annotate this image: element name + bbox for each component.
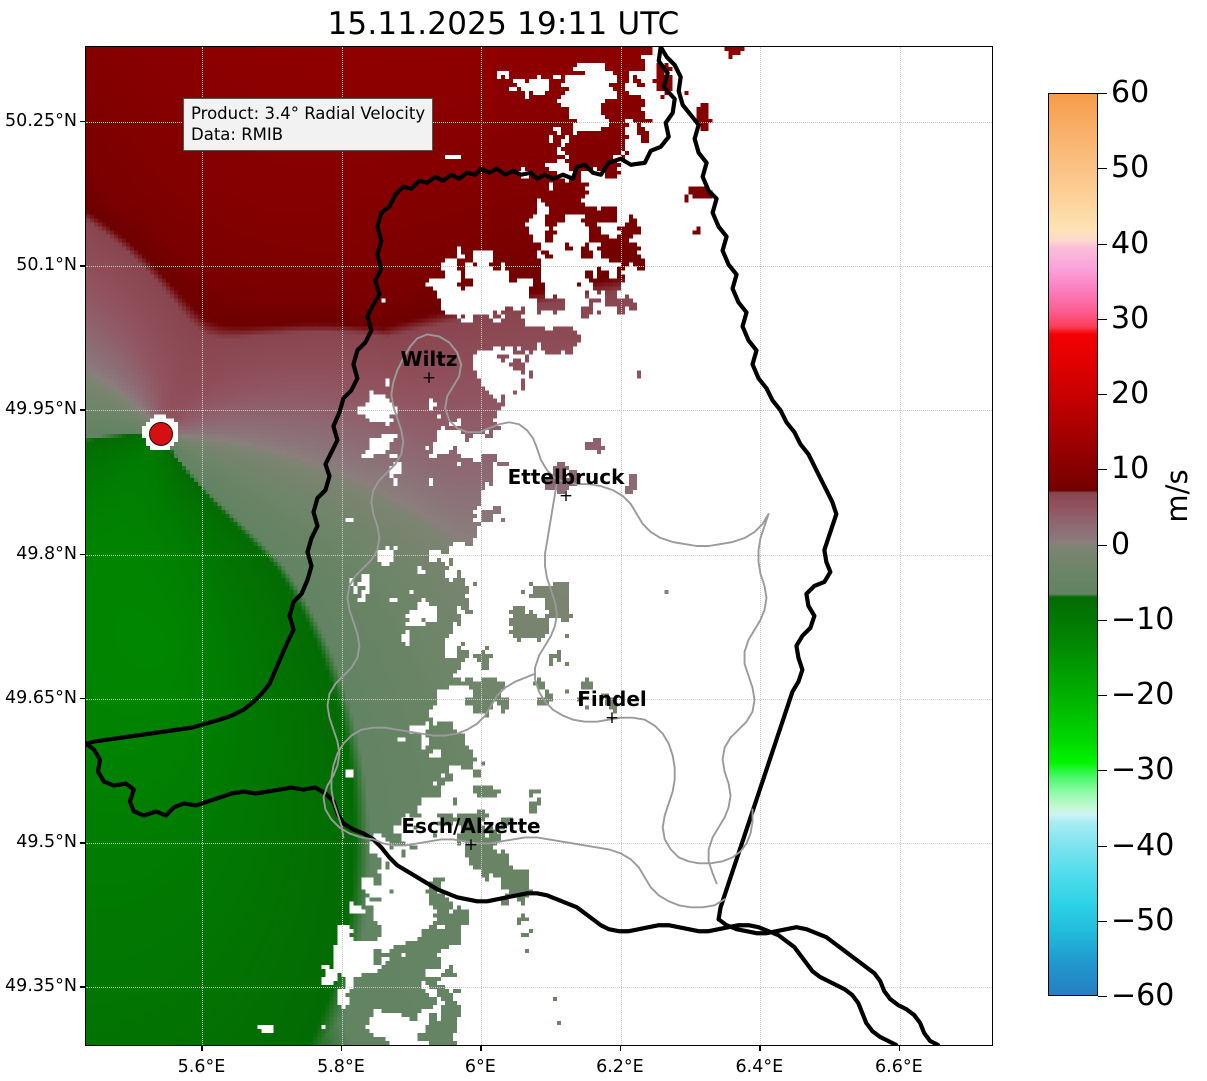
colorbar-tick-label: 60	[1111, 75, 1150, 110]
colorbar-tick-label: 50	[1111, 150, 1150, 186]
city-label-wiltz: Wiltz +	[400, 347, 458, 388]
country-border-luxembourg	[86, 47, 677, 746]
colorbar[interactable]: 60 50 40 30 20 10 0 −10 −20 −30 −40 −50 −60	[1048, 78, 1174, 1011]
lat-tick-label: 50.1°N	[16, 255, 77, 276]
colorbar-frame	[1048, 93, 1098, 996]
lat-tickmark	[80, 265, 85, 267]
colorbar-tick-label: 30	[1111, 300, 1150, 336]
page-title: 15.11.2025 19:11 UTC	[327, 6, 680, 42]
colorbar-tickmark	[1098, 619, 1107, 621]
city-name: Esch/Alzette	[401, 814, 541, 838]
colorbar-tickmark	[1098, 920, 1107, 922]
colorbar-tickmark	[1098, 996, 1107, 997]
lon-tickmark	[759, 1046, 761, 1051]
city-marker-icon: +	[604, 708, 620, 728]
colorbar-tick-label: −60	[1111, 978, 1175, 1013]
lat-tickmark	[80, 553, 85, 556]
lon-tickmark	[898, 1046, 901, 1051]
product-line: Product: 3.4° Radial Velocity	[191, 104, 426, 123]
colorbar-tickmark	[1098, 93, 1107, 94]
country-border-luxembourg-south	[86, 741, 899, 1045]
colorbar-tickmark	[1098, 243, 1107, 245]
lon-tickmark	[201, 1046, 203, 1051]
colorbar-tickmark	[1098, 469, 1107, 471]
lat-tick-label: 49.35°N	[5, 976, 77, 997]
colorbar-tick-label: 40	[1111, 225, 1150, 261]
lon-tick-label: 6.4°E	[735, 1057, 784, 1077]
city-name: Wiltz	[400, 347, 458, 371]
lon-tick-label: 6°E	[464, 1057, 496, 1077]
radar-reflectivity-layer	[86, 47, 992, 1045]
colorbar-tick-label: −10	[1111, 601, 1175, 637]
lat-tickmark	[80, 986, 85, 988]
map-vector-overlay	[86, 47, 941, 1045]
lon-tick-label: 6.6°E	[875, 1057, 923, 1077]
product-info-box: Product: 3.4° Radial Velocity Data: RMIB	[183, 98, 434, 151]
colorbar-tickmark	[1098, 845, 1107, 847]
colorbar-tickmark	[1098, 168, 1107, 170]
colorbar-tickmark	[1098, 544, 1107, 546]
colorbar-unit-label: m/s	[1160, 469, 1194, 523]
data-source-line: Data: RMIB	[191, 125, 284, 144]
city-name: Findel	[577, 687, 647, 711]
colorbar-tick-label: −20	[1111, 677, 1175, 712]
lon-tickmark	[619, 1046, 622, 1051]
city-marker-icon: +	[421, 368, 437, 388]
lat-tick-label: 49.5°N	[16, 832, 77, 853]
city-marker-icon: +	[558, 486, 574, 506]
colorbar-tickmark	[1098, 394, 1107, 395]
colorbar-tick-label: −50	[1111, 902, 1175, 938]
colorbar-tick-label: −40	[1111, 827, 1175, 863]
lon-tick-label: 6.2°E	[596, 1057, 644, 1077]
lat-tick-label: 49.95°N	[5, 399, 77, 420]
colorbar-tick-label: 10	[1111, 451, 1150, 487]
lat-tick-label: 49.65°N	[5, 687, 77, 708]
colorbar-tickmark	[1098, 695, 1107, 696]
country-border-southeast	[716, 917, 941, 1045]
colorbar-tickmark	[1098, 770, 1107, 772]
city-label-findel: Findel +	[577, 687, 647, 728]
map-panel[interactable]: Wiltz + Ettelbruck + Findel + Esch/Alzette + Pr…	[85, 46, 993, 1046]
colorbar-tick-label: 20	[1111, 376, 1150, 411]
colorbar-tick-label: 0	[1111, 526, 1131, 562]
lat-tickmark	[80, 697, 85, 700]
lat-tickmark	[80, 121, 85, 123]
city-label-esch-alzette: Esch/Alzette +	[401, 814, 541, 855]
lon-tick-label: 5.8°E	[317, 1057, 365, 1077]
colorbar-tick-label: −30	[1111, 752, 1175, 788]
lat-tick-label: 50.25°N	[5, 111, 77, 131]
colorbar-gradient	[1049, 94, 1097, 995]
lon-tickmark	[480, 1046, 482, 1051]
lon-tick-label: 5.6°E	[177, 1057, 226, 1077]
lat-tickmark	[80, 409, 85, 411]
district-borders	[322, 333, 770, 909]
lat-tickmark	[80, 842, 85, 844]
colorbar-tickmark	[1098, 318, 1107, 320]
city-name: Ettelbruck	[507, 465, 625, 489]
country-border-east	[658, 47, 839, 922]
lat-tick-label: 49.8°N	[16, 543, 77, 564]
radar-site-marker[interactable]	[149, 422, 173, 446]
map-clip	[86, 47, 992, 1045]
lon-tickmark	[340, 1046, 343, 1051]
city-label-ettelbruck: Ettelbruck +	[507, 465, 625, 506]
city-marker-icon: +	[463, 835, 479, 855]
